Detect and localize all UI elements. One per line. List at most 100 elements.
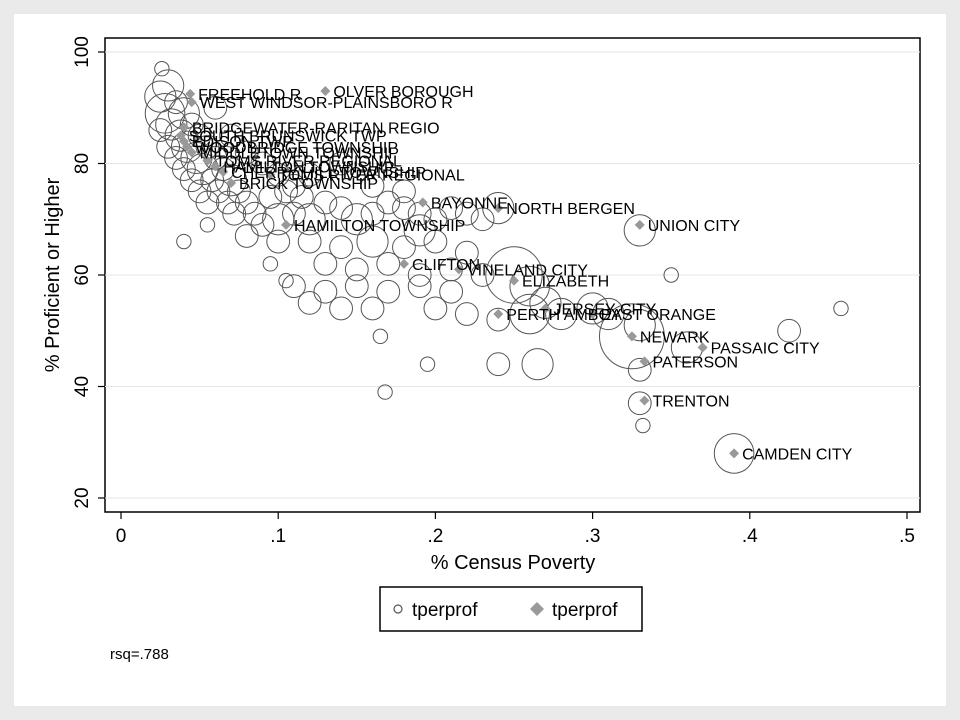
data-point-diamond — [540, 303, 551, 314]
data-point-circle — [195, 190, 220, 215]
data-point-circle — [545, 297, 578, 331]
point-label: SOUTH BRUNSWICK TWP — [189, 129, 387, 146]
data-point-circle — [360, 173, 385, 198]
point-label: CHERRY HILL TOWNSHIP — [231, 165, 426, 182]
legend: tperprof tperprof — [379, 586, 643, 632]
point-label: PATERSON — [652, 354, 738, 371]
y-axis-title: % Proficient or Higher — [42, 177, 64, 372]
data-point-circle — [234, 224, 259, 248]
data-point-circle — [234, 140, 259, 165]
data-point-diamond — [639, 356, 650, 367]
x-tick-label: .5 — [899, 526, 915, 547]
data-point-diamond — [178, 122, 189, 133]
data-point-circle — [176, 233, 192, 250]
data-point-circle — [521, 348, 554, 381]
data-point-circle — [482, 192, 515, 225]
data-point-circle — [154, 61, 170, 77]
data-point-diamond — [697, 342, 708, 353]
y-tick-label: 40 — [72, 376, 93, 397]
legend-box — [379, 586, 643, 632]
data-point-circle — [376, 279, 401, 304]
x-tick-label: .4 — [742, 526, 758, 547]
legend-circle-marker — [393, 604, 403, 614]
data-point-circle — [344, 274, 369, 299]
data-point-circle — [627, 391, 652, 416]
data-point-diamond — [202, 155, 213, 166]
data-point-circle — [329, 151, 353, 176]
data-point-circle — [356, 225, 389, 258]
data-point-circle — [203, 95, 228, 120]
data-point-diamond — [398, 258, 409, 269]
y-axis-ticks: 20 40 60 80 100 — [72, 36, 105, 509]
point-label: NORTH BERGEN — [506, 201, 635, 218]
data-point-circle — [215, 190, 240, 215]
data-point-diamond — [587, 309, 598, 320]
data-point-diamond — [453, 264, 464, 275]
data-point-circle — [199, 217, 216, 233]
point-label: CLIFTON — [412, 257, 480, 274]
data-point-diamond — [185, 88, 196, 99]
data-point-circle — [313, 279, 338, 304]
legend-label-diamond: tperprof — [552, 600, 618, 621]
data-point-circle — [833, 300, 849, 317]
data-point-circle — [623, 309, 656, 342]
point-label: WOODBRIDGE TOWNSHIP — [195, 140, 398, 157]
data-point-circle — [297, 162, 322, 187]
data-point-circle — [329, 235, 353, 260]
point-label: EDISON TWP — [192, 134, 293, 151]
data-point-diamond — [281, 219, 292, 230]
rsq-note: rsq=.788 — [110, 646, 169, 663]
data-point-circle — [282, 173, 306, 198]
y-tick-label: 80 — [72, 153, 93, 174]
data-point-circle — [713, 433, 755, 474]
data-point-circle — [222, 201, 247, 226]
data-point-circle — [250, 151, 275, 176]
legend-diamond-marker — [530, 602, 544, 616]
data-point-diamond — [634, 219, 645, 230]
x-axis-title: % Census Poverty — [431, 552, 596, 574]
data-point-circle — [623, 214, 656, 247]
data-point-circle — [313, 190, 338, 215]
point-label: VINELAND CITY — [467, 262, 588, 279]
circle-markers — [144, 61, 849, 474]
data-point-diamond — [639, 395, 650, 406]
point-label: TOMS RIVER REGIONAL — [215, 154, 402, 171]
data-point-circle — [297, 290, 322, 315]
data-point-circle — [439, 279, 464, 304]
data-point-circle — [439, 196, 464, 221]
point-label: PERTH AMBOY — [506, 307, 622, 324]
data-point-circle — [152, 69, 185, 102]
data-point-diamond — [493, 309, 504, 320]
data-point-circle — [777, 318, 801, 343]
data-point-circle — [407, 263, 432, 287]
x-tick-label: .2 — [427, 526, 443, 547]
data-point-circle — [297, 229, 322, 254]
data-point-circle — [663, 267, 679, 283]
data-point-circle — [376, 190, 401, 215]
data-point-circle — [627, 357, 652, 382]
point-label: BAYONNE — [431, 196, 508, 213]
data-point-circle — [278, 272, 294, 289]
data-point-circle — [454, 201, 479, 226]
data-point-circle — [392, 235, 416, 260]
grid-lines — [105, 51, 920, 499]
data-point-diamond — [265, 169, 276, 180]
data-point-circle — [485, 246, 543, 304]
data-point-diamond — [626, 331, 637, 342]
data-point-diamond — [493, 203, 504, 214]
data-point-circle — [313, 251, 338, 276]
data-point-circle — [454, 240, 479, 265]
data-point-circle — [258, 185, 283, 209]
data-point-circle — [360, 296, 385, 321]
point-label: HAMILTON TOWNSHIP — [223, 159, 394, 176]
point-label: BRIDGEWATER-RARITAN REGIO — [192, 120, 440, 137]
data-point-circle — [576, 292, 609, 325]
data-point-circle — [407, 274, 432, 299]
data-point-circle — [155, 108, 188, 141]
data-point-diamond — [186, 147, 197, 158]
data-point-circle — [372, 328, 389, 345]
point-label: TRENTON — [652, 393, 729, 410]
point-label: UNION CITY — [648, 218, 741, 235]
data-point-diamond — [509, 275, 519, 286]
